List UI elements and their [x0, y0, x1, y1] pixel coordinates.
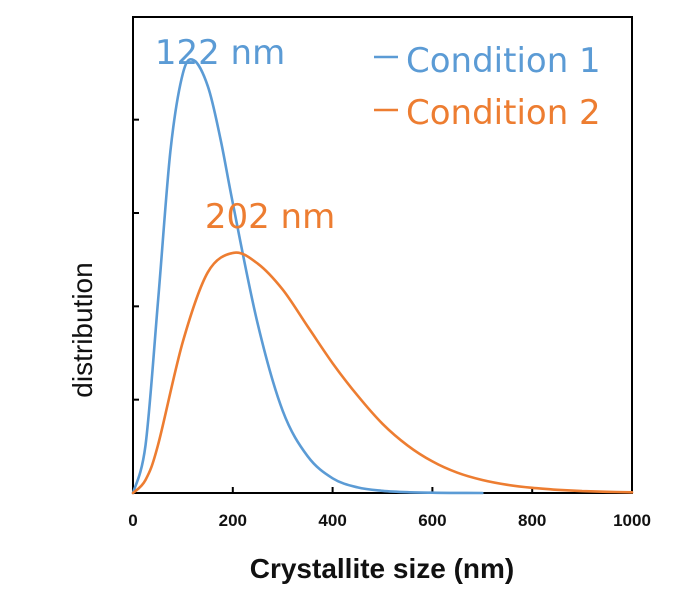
x-tick-label: 1000 — [613, 511, 651, 530]
plot-border — [132, 16, 633, 494]
x-tick-label: 400 — [318, 511, 346, 530]
y-axis-ticks — [133, 118, 139, 401]
x-tick-label: 800 — [518, 511, 546, 530]
y-axis-title: distribution — [67, 262, 98, 397]
series-line-condition-1 — [131, 57, 484, 495]
plot-frame — [132, 16, 633, 494]
x-tick-label: 0 — [128, 511, 137, 530]
x-tick-label: 200 — [219, 511, 247, 530]
series-layer — [131, 57, 634, 495]
legend-label-condition-2: Condition 2 — [406, 93, 601, 133]
x-axis-ticks: 0 200 400 600 800 1000 — [128, 487, 651, 530]
peak-annotation-condition-2: 202 nm — [205, 197, 335, 237]
series-line-condition-2 — [131, 251, 634, 495]
peak-annotation-condition-1: 122 nm — [155, 33, 285, 73]
x-axis-title: Crystallite size (nm) — [250, 553, 515, 584]
x-tick-label: 600 — [418, 511, 446, 530]
legend-label-condition-1: Condition 1 — [406, 41, 601, 81]
legend: Condition 1 Condition 2 — [374, 41, 601, 133]
